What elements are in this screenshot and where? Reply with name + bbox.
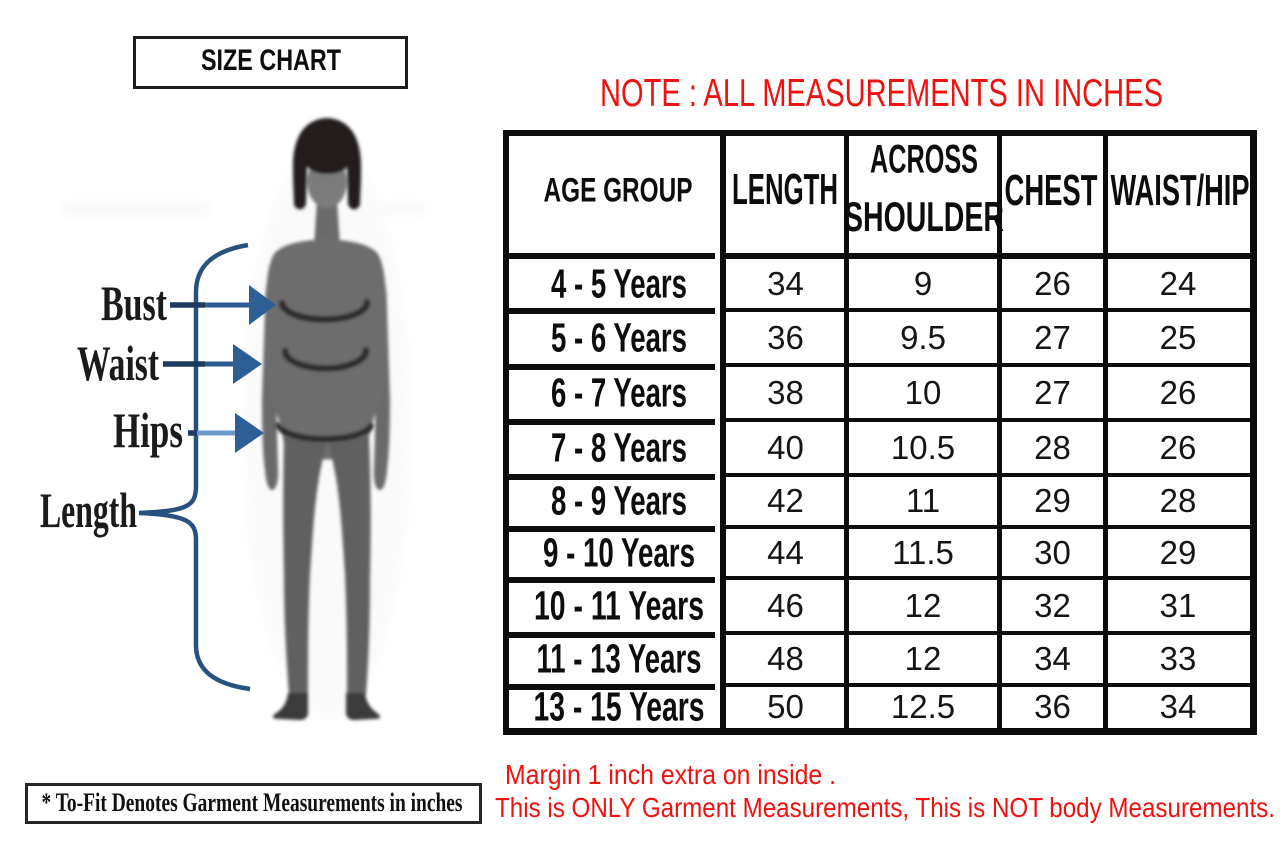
svg-text:Waist: Waist: [77, 335, 159, 391]
svg-text:Bust: Bust: [101, 275, 167, 331]
svg-text:Length: Length: [40, 482, 137, 538]
svg-text:Hips: Hips: [113, 402, 183, 458]
